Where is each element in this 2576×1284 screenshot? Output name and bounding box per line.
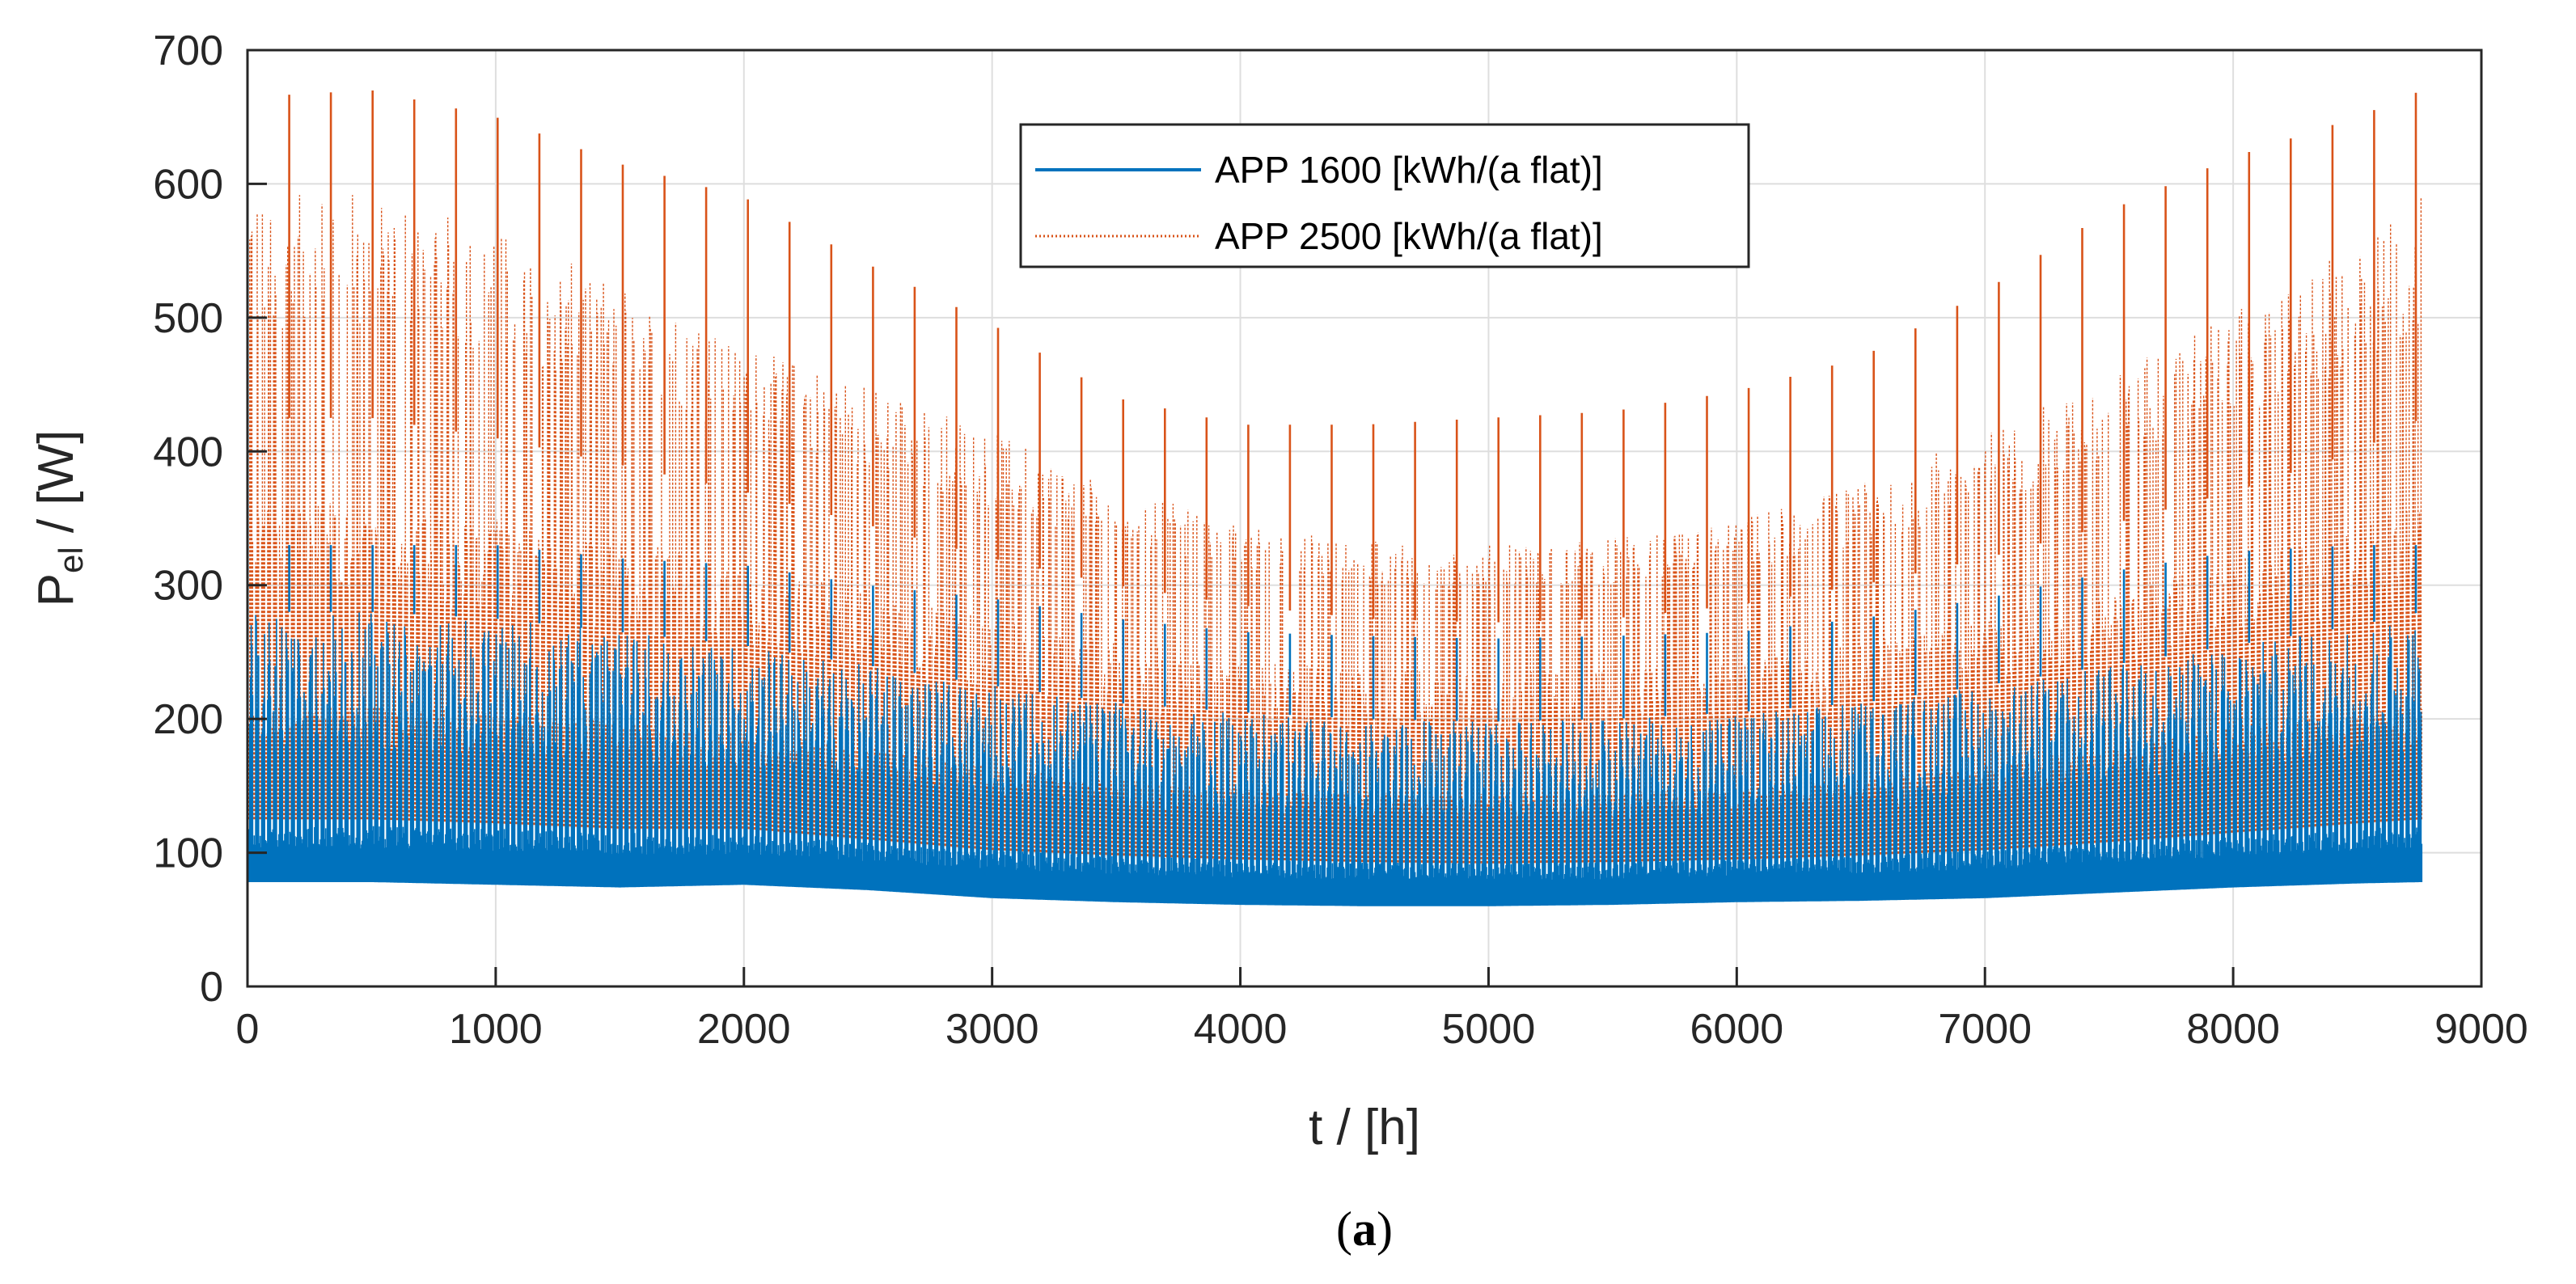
x-tick-label: 6000 (1690, 1006, 1783, 1053)
ticks: 0 1000 2000 3000 4000 5000 6000 7000 8000 9000 0 10… (153, 27, 2528, 1053)
y-tick-label: 400 (153, 429, 223, 475)
x-tick-label: 5000 (1442, 1006, 1536, 1053)
x-tick-label: 7000 (1938, 1006, 2032, 1053)
legend-label-app2500: APP 2500 [kWh/(a flat)] (1215, 215, 1603, 257)
y-tick-label: 700 (153, 27, 223, 74)
y-tick-label: 100 (153, 830, 223, 877)
caption-letter: a (1352, 1202, 1377, 1256)
y-axis-label-symbol: P (28, 573, 84, 606)
plot-frame (246, 49, 2483, 988)
caption-close-paren: ) (1377, 1202, 1393, 1256)
x-tick-label: 2000 (697, 1006, 791, 1053)
y-tick-label: 200 (153, 696, 223, 743)
y-tick-label: 600 (153, 161, 223, 208)
figure-caption: (a) (1336, 1202, 1393, 1256)
y-axis-label-subscript: el (52, 547, 90, 573)
series-app1600 (246, 545, 2423, 906)
legend-box (1019, 123, 1750, 268)
y-axis-label: Pel / [W] (28, 430, 90, 607)
y-tick-label: 500 (153, 295, 223, 342)
x-tick-label: 0 (236, 1006, 260, 1053)
x-axis-label: t / [h] (1309, 1100, 1420, 1155)
legend: APP 1600 [kWh/(a flat)] APP 2500 [kWh/(a… (1019, 123, 1750, 268)
legend-label-app1600: APP 1600 [kWh/(a flat)] (1215, 149, 1603, 191)
y-tick-label: 0 (200, 964, 223, 1011)
x-tick-label: 4000 (1194, 1006, 1288, 1053)
caption-open-paren: ( (1336, 1202, 1352, 1256)
x-tick-label: 1000 (449, 1006, 543, 1053)
x-tick-label: 8000 (2186, 1006, 2280, 1053)
x-tick-label: 3000 (945, 1006, 1039, 1053)
x-tick-label: 9000 (2434, 1006, 2528, 1053)
y-axis-label-unit: / [W] (28, 430, 84, 547)
y-tick-label: 300 (153, 563, 223, 610)
